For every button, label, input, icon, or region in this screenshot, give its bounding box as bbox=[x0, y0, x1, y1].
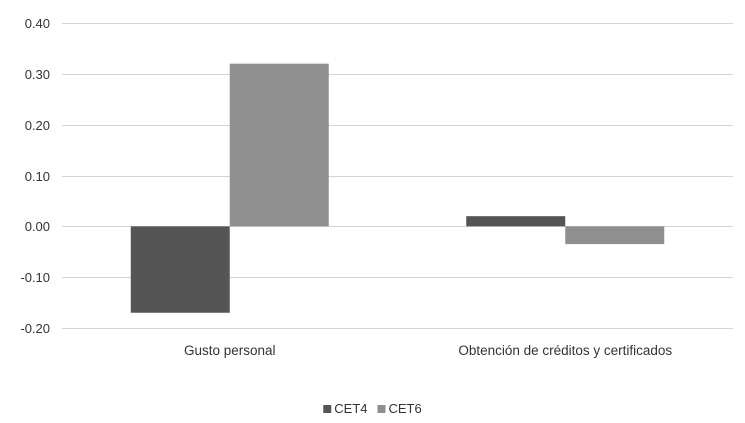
bar-cet6-1 bbox=[565, 226, 665, 245]
legend-label-cet4: CET4 bbox=[334, 401, 367, 416]
y-tick-label-2: 0.20 bbox=[25, 118, 50, 133]
bars bbox=[130, 63, 665, 313]
y-tick-label-3: 0.10 bbox=[25, 169, 50, 184]
legend-swatch-cet4 bbox=[323, 405, 332, 413]
legend-label-cet6: CET6 bbox=[389, 401, 422, 416]
bar-cet4-1 bbox=[466, 216, 566, 227]
legend: CET4 CET6 bbox=[323, 401, 422, 416]
bar-cet6-0 bbox=[229, 63, 329, 227]
y-axis-tick-labels: 0.40 0.30 0.20 0.10 0.00 -0.10 -0.20 bbox=[20, 16, 50, 336]
legend-swatch-cet6 bbox=[377, 405, 386, 413]
y-tick-label-4: 0.00 bbox=[25, 219, 50, 234]
y-tick-label-0: 0.40 bbox=[25, 16, 50, 31]
legend-entry-cet4: CET4 bbox=[323, 401, 368, 416]
y-tick-label-1: 0.30 bbox=[25, 67, 50, 82]
y-tick-label-5: -0.10 bbox=[20, 270, 50, 285]
x-category-label-0: Gusto personal bbox=[184, 343, 276, 358]
x-axis-category-labels: Gusto personal Obtención de créditos y ce… bbox=[184, 343, 672, 358]
legend-entry-cet6: CET6 bbox=[377, 401, 422, 416]
bar-cet4-0 bbox=[130, 226, 230, 313]
x-category-label-1: Obtención de créditos y certificados bbox=[458, 343, 672, 358]
y-tick-label-6: -0.20 bbox=[20, 321, 50, 336]
